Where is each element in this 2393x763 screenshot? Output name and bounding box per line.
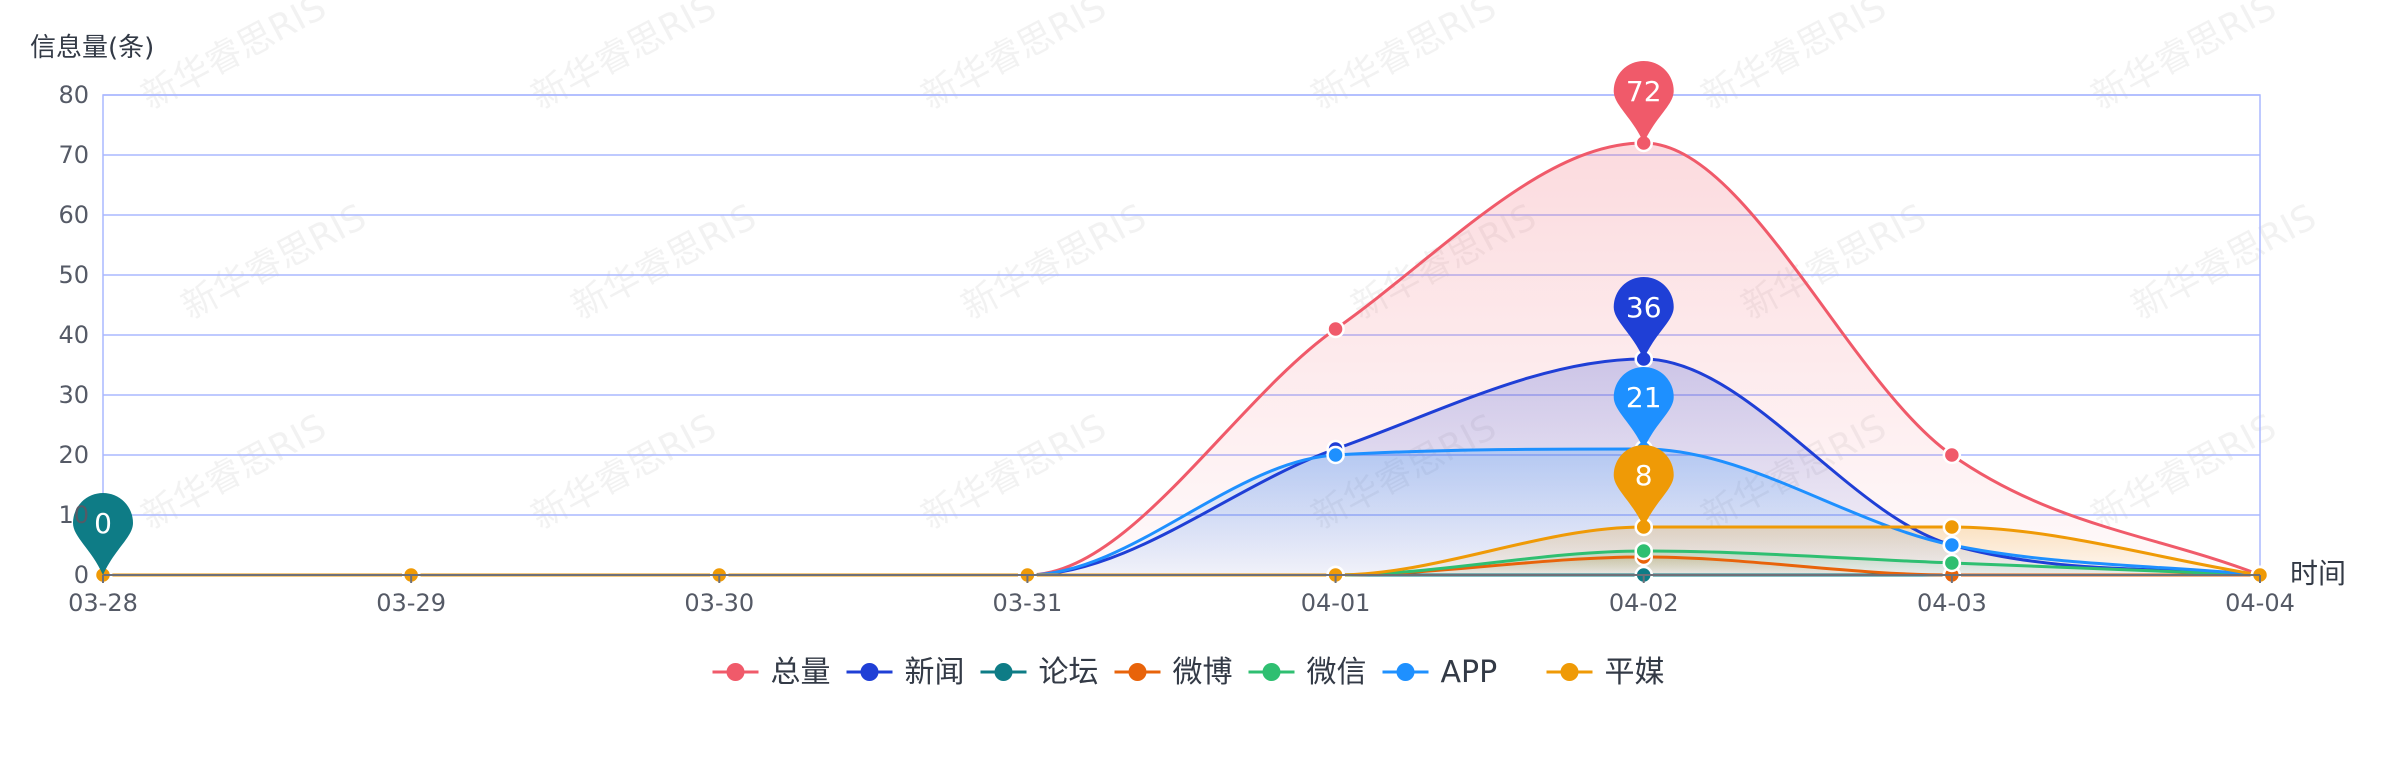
legend-marker <box>860 663 879 681</box>
legend-item[interactable]: 微信 <box>1248 655 1367 690</box>
max-value-label: 36 <box>1626 291 1662 324</box>
x-tick-label: 03-31 <box>993 589 1063 617</box>
y-tick-label: 50 <box>58 261 89 289</box>
x-axis-title: 时间 <box>2290 557 2346 590</box>
watermark: 新华睿思RIS <box>915 0 1113 118</box>
data-point[interactable] <box>1634 541 1653 561</box>
legend-label: 论坛 <box>1039 655 1099 690</box>
y-tick-label: 10 <box>58 501 89 529</box>
legend-label: APP <box>1441 655 1498 690</box>
watermark: 新华睿思RIS <box>135 0 333 118</box>
x-tick-label: 04-03 <box>1917 589 1987 617</box>
y-tick-label: 20 <box>58 441 89 469</box>
max-value-pin <box>73 493 133 575</box>
x-tick-label: 04-01 <box>1301 589 1371 617</box>
x-tick-label: 03-28 <box>68 589 138 617</box>
series-area <box>103 143 2260 575</box>
watermark: 新华睿思RIS <box>175 197 373 328</box>
max-value-label: 8 <box>1635 459 1653 492</box>
legend-item[interactable]: APP <box>1382 655 1498 690</box>
y-axis-title: 信息量(条) <box>30 33 154 63</box>
watermark: 新华睿思RIS <box>2125 197 2323 328</box>
legend-marker <box>1128 663 1147 681</box>
watermark: 新华睿思RIS <box>955 197 1153 328</box>
legend-marker <box>1560 663 1579 681</box>
watermark: 新华睿思RIS <box>1305 0 1503 118</box>
legend-label: 新闻 <box>905 655 965 690</box>
x-tick-label: 04-02 <box>1609 589 1679 617</box>
legend-label: 微信 <box>1307 655 1367 690</box>
max-value-pin <box>1613 61 1674 143</box>
legend-label: 总量 <box>771 655 831 690</box>
legend-item[interactable]: 微博 <box>1114 655 1233 690</box>
y-tick-label: 0 <box>74 561 89 589</box>
watermark: 新华睿思RIS <box>135 407 333 538</box>
max-value-pin <box>1613 277 1674 359</box>
data-point[interactable] <box>1942 553 1962 573</box>
legend-marker <box>726 663 745 681</box>
legend-item[interactable]: 论坛 <box>980 655 1099 690</box>
max-value-label: 72 <box>1626 75 1662 108</box>
data-point[interactable] <box>1326 319 1345 339</box>
legend-marker <box>1262 663 1281 681</box>
watermark: 新华睿思RIS <box>565 197 763 328</box>
watermark: 新华睿思RIS <box>2085 0 2283 118</box>
x-tick-label: 03-29 <box>376 589 446 617</box>
legend-item[interactable]: 总量 <box>712 655 831 690</box>
legend-marker <box>1396 663 1415 681</box>
data-point[interactable] <box>1326 445 1345 465</box>
data-point[interactable] <box>1942 445 1962 465</box>
x-tick-label: 03-30 <box>684 589 754 617</box>
max-value-label: 21 <box>1626 381 1662 414</box>
max-value-label: 0 <box>94 507 112 540</box>
legend-item[interactable]: 平媒 <box>1546 655 1665 690</box>
watermark: 新华睿思RIS <box>915 407 1113 538</box>
legend-label: 微博 <box>1173 655 1233 690</box>
data-point[interactable] <box>1942 535 1962 555</box>
watermark: 新华睿思RIS <box>2085 407 2283 538</box>
y-tick-label: 40 <box>58 321 89 349</box>
legend-marker <box>994 663 1013 681</box>
x-tick-label: 04-04 <box>2225 589 2295 617</box>
data-point[interactable] <box>1942 517 1962 537</box>
max-value-pin <box>1613 445 1674 527</box>
watermark: 新华睿思RIS <box>525 407 723 538</box>
max-value-pin <box>1613 367 1674 449</box>
legend-item[interactable]: 新闻 <box>846 655 965 690</box>
y-tick-label: 80 <box>58 81 89 109</box>
legend-label: 平媒 <box>1605 655 1665 690</box>
watermark: 新华睿思RIS <box>525 0 723 118</box>
series-area <box>103 527 2260 575</box>
y-tick-label: 70 <box>58 141 89 169</box>
watermark: 新华睿思RIS <box>1695 0 1893 118</box>
y-tick-label: 60 <box>58 201 89 229</box>
y-tick-label: 30 <box>58 381 89 409</box>
